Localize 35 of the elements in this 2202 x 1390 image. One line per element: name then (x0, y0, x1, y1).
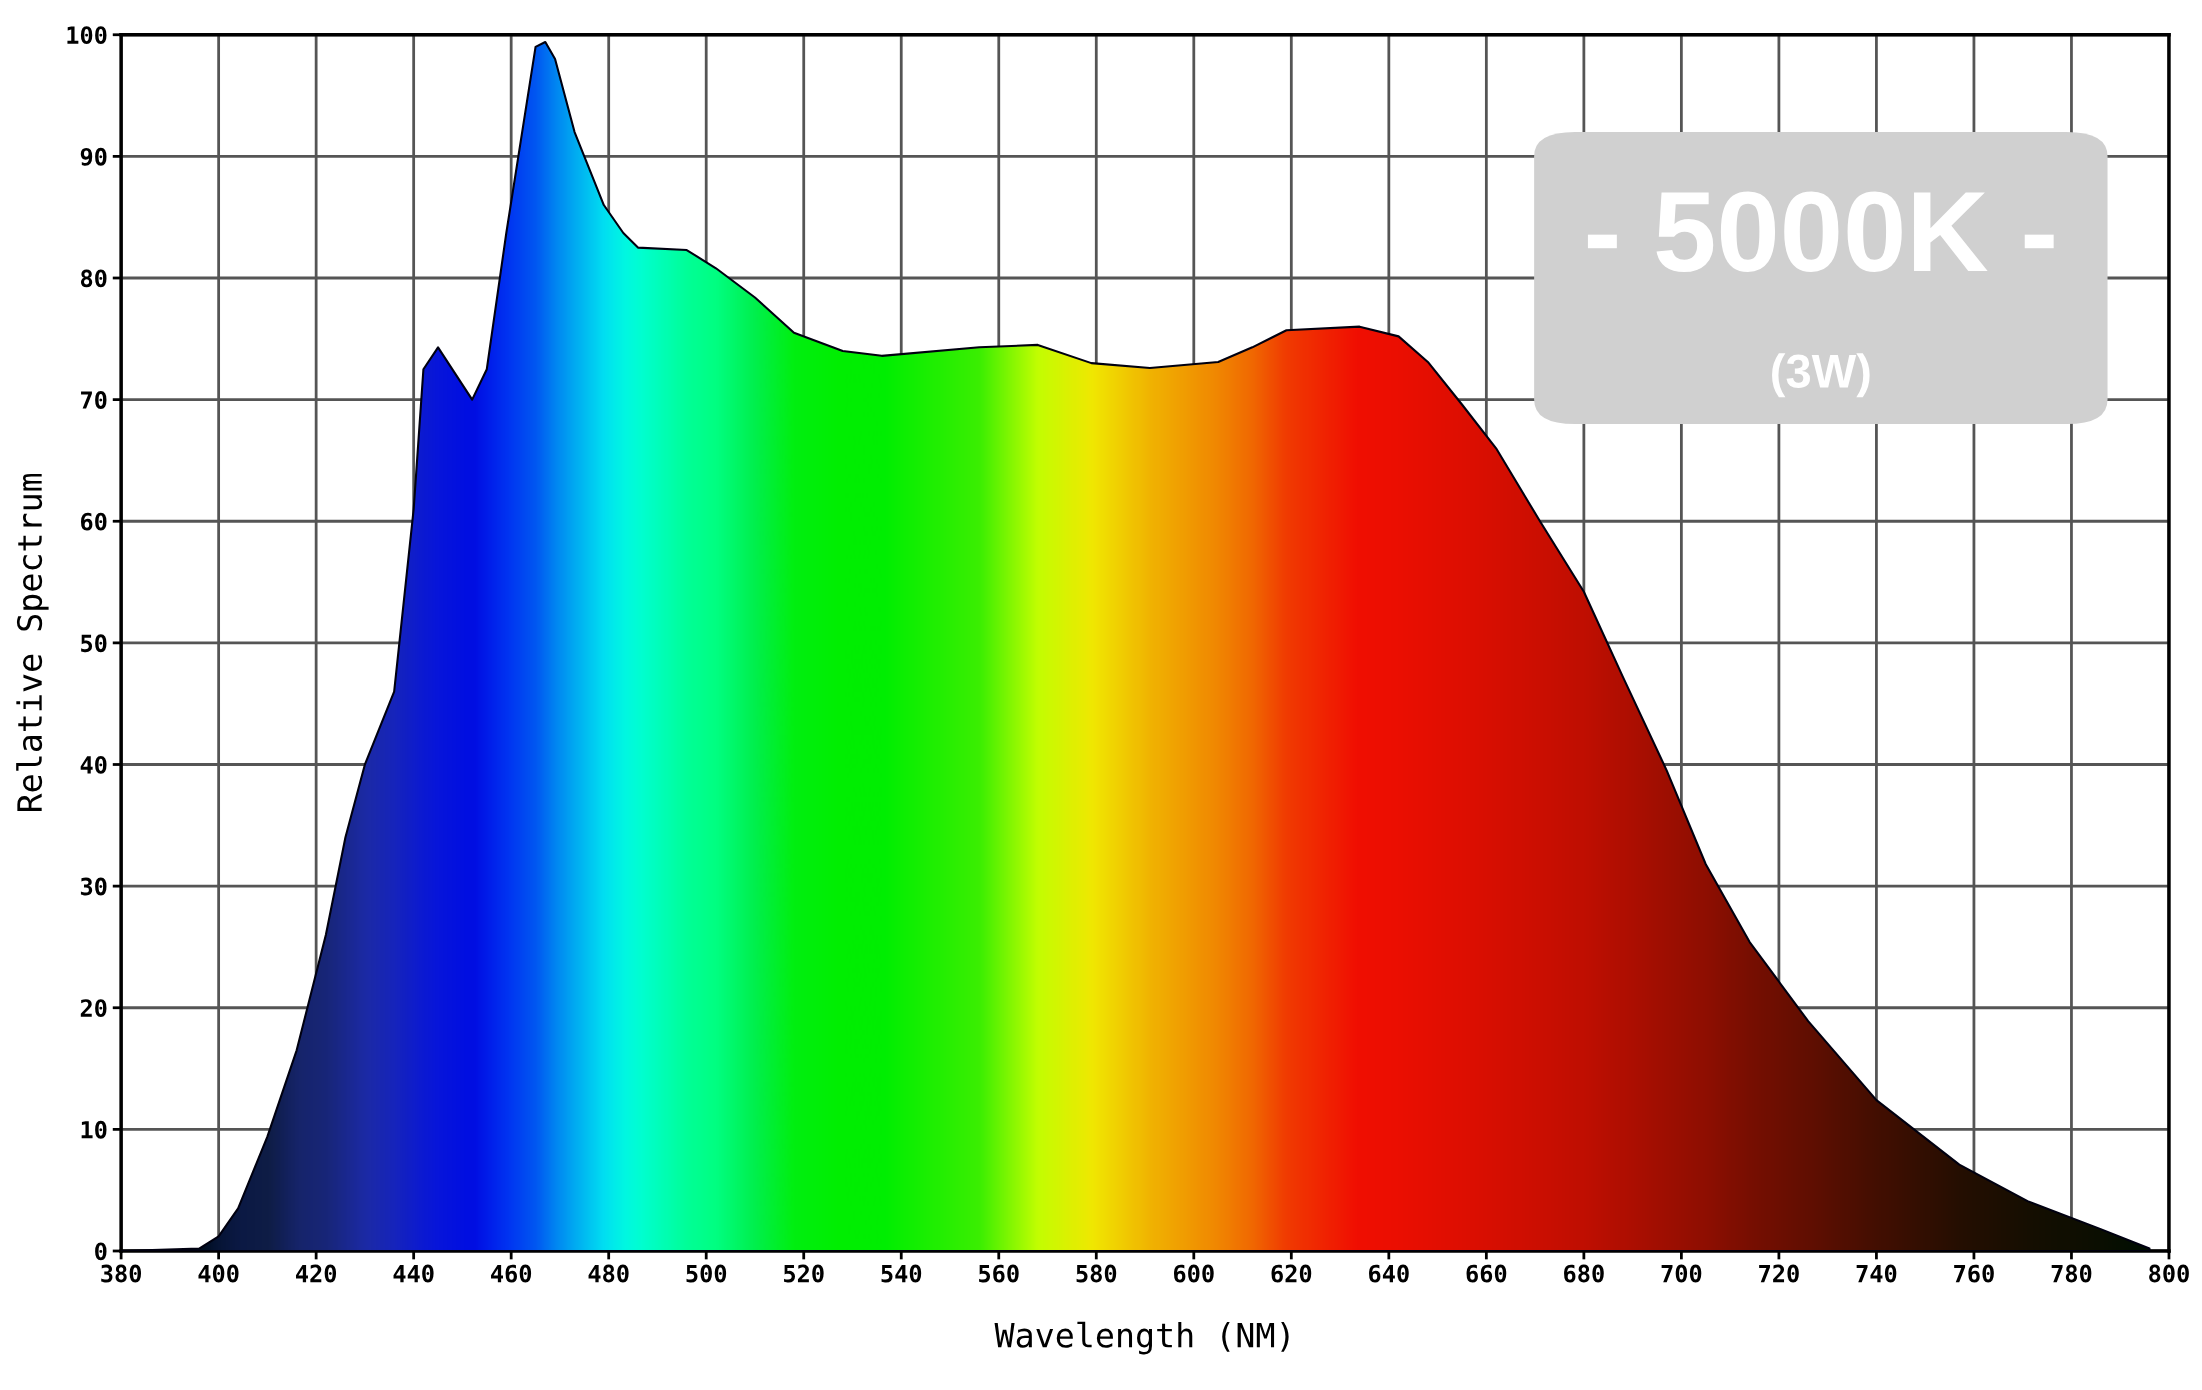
x-tick-label: 640 (1369, 1264, 1409, 1283)
y-tick-label: 70 (81, 391, 107, 409)
x-tick-label: 620 (1271, 1264, 1312, 1283)
x-tick-label: 800 (2149, 1264, 2189, 1283)
x-tick-label: 680 (1564, 1264, 1604, 1283)
y-tick-label: 90 (80, 147, 107, 166)
x-tick-label: 720 (1759, 1264, 1799, 1283)
x-tick-label: 600 (1173, 1264, 1214, 1283)
y-axis-title: Relative Spectrum (16, 473, 49, 812)
x-tick-label: 520 (784, 1264, 824, 1283)
x-tick-label: 460 (491, 1264, 532, 1283)
x-tick-label: 560 (979, 1264, 1019, 1283)
y-tick-label: 100 (67, 26, 107, 45)
x-axis-title: Wavelength (NM) (994, 1321, 1289, 1355)
x-tick-label: 540 (881, 1264, 922, 1283)
y-tick-label: 30 (80, 877, 107, 896)
y-tick-label: 80 (80, 269, 107, 288)
x-tick-label: 760 (1954, 1264, 1994, 1283)
y-tick-label: 20 (80, 999, 107, 1018)
y-tick-label: 0 (95, 1242, 107, 1261)
x-tick-label: 660 (1466, 1264, 1507, 1283)
y-tick-label: 50 (81, 634, 107, 653)
x-tick-label: 440 (393, 1264, 434, 1283)
x-tick-label: 420 (296, 1264, 337, 1283)
x-tick-label: 380 (101, 1264, 142, 1283)
x-tick-label: 700 (1661, 1264, 1702, 1283)
x-tick-label: 500 (686, 1264, 727, 1283)
x-tick-label: 400 (198, 1264, 239, 1283)
y-tick-label: 10 (81, 1120, 107, 1139)
x-tick-label: 740 (1856, 1264, 1897, 1283)
x-tick-label: 780 (2051, 1264, 2092, 1283)
x-tick-label: 480 (588, 1264, 629, 1283)
x-tick-label: 580 (1076, 1264, 1117, 1283)
y-tick-label: 60 (81, 512, 107, 531)
y-tick-label: 40 (80, 755, 107, 774)
